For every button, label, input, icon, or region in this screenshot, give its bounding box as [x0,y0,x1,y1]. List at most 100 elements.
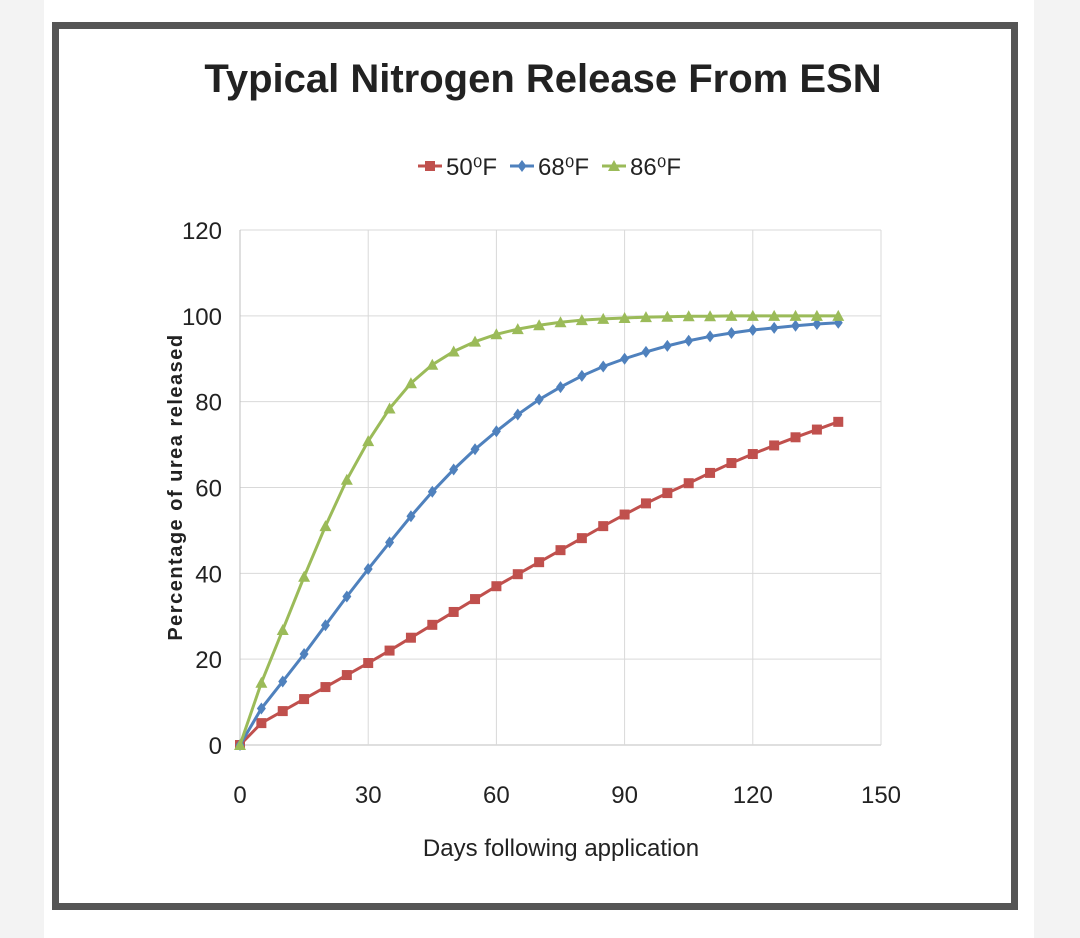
data-point [406,510,416,523]
data-point [662,488,673,499]
data-point [576,533,587,544]
data-point [363,658,374,669]
tick-labels: 0 20 40 60 80 100 120 0 30 60 90 120 150 [182,218,901,809]
data-point [789,309,802,321]
legend-marker [517,160,527,172]
data-point [470,594,481,605]
data-point [363,563,373,576]
x-tick-label: 30 [355,782,382,809]
data-point [533,319,546,331]
data-point [384,645,395,656]
data-point [726,327,736,339]
series-1 [235,316,843,751]
data-point [299,694,310,705]
y-tick-label: 0 [209,733,222,760]
data-point [298,570,311,582]
data-point [276,623,289,635]
legend-label: 68⁰F [538,154,589,181]
data-point [427,485,437,498]
data-point [491,425,501,438]
data-point [791,319,801,332]
x-tick-label: 150 [861,782,901,809]
data-point [513,408,523,421]
legend-marker [425,161,435,171]
data-point [639,311,652,323]
data-point [747,449,758,460]
data-point [618,311,631,323]
data-point [342,590,352,603]
y-axis-label: Percentage of urea released [165,333,187,640]
y-tick-label: 120 [182,218,222,245]
data-point [575,314,588,326]
data-point [320,619,330,632]
data-point [683,478,694,489]
data-point [385,536,395,549]
y-tick-label: 20 [195,647,222,674]
data-point [811,424,822,435]
data-point [299,648,309,661]
data-point [404,377,417,389]
data-point [319,520,332,532]
data-point [705,467,716,478]
data-point [812,317,822,330]
data-point [661,310,674,322]
data-point [598,521,609,532]
data-point [810,309,823,321]
data-point [662,339,672,352]
data-point [769,440,780,451]
data-point [833,416,844,427]
data-point [725,309,738,321]
data-point [619,509,630,520]
data-point [470,443,480,456]
legend: 50⁰F 68⁰F 86⁰F [418,154,681,181]
data-point [255,676,268,688]
data-point [768,309,781,321]
data-point [469,335,482,347]
x-tick-label: 0 [233,782,246,809]
x-tick-label: 120 [733,782,773,809]
legend-label: 86⁰F [630,154,681,181]
data-point [278,675,288,688]
x-axis-label: Days following application [423,835,699,862]
data-point [682,310,695,322]
y-tick-label: 60 [195,476,222,503]
data-point [641,345,651,358]
series-group [234,309,845,751]
series-line [238,321,839,746]
data-point [620,352,630,365]
x-tick-label: 60 [483,782,510,809]
data-point [427,619,438,630]
legend-item: 68⁰F [510,154,589,181]
data-point [256,702,266,715]
data-point [512,569,523,580]
data-point [491,581,502,592]
data-point [448,606,459,617]
data-point [362,435,375,447]
data-point [426,358,439,370]
data-point [769,321,779,334]
y-tick-label: 100 [182,304,222,331]
data-point [598,360,608,373]
data-point [726,458,737,469]
data-point [554,316,567,328]
data-point [511,323,524,335]
data-point [640,498,651,509]
data-point [534,557,545,568]
x-tick-label: 90 [611,782,638,809]
data-point [790,432,801,443]
data-point [705,330,715,343]
data-point [277,706,288,717]
data-point [555,545,566,556]
data-point [577,369,587,382]
data-point [684,334,694,347]
legend-label: 50⁰F [446,154,497,181]
data-point [748,323,758,336]
data-point [449,463,459,476]
data-point [340,473,353,485]
series-2 [234,309,845,750]
chart-title: Typical Nitrogen Release From ESN [204,57,881,101]
data-point [383,402,396,414]
legend-item: 86⁰F [602,154,681,181]
y-tick-label: 80 [195,390,222,417]
series-0 [235,416,844,750]
